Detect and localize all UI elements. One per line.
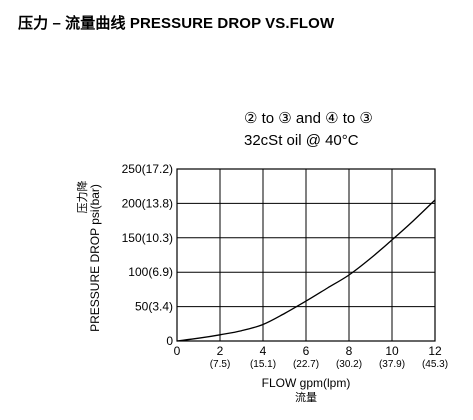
y-tick-label: 50(3.4) — [135, 300, 173, 314]
x-tick-label: 4 — [260, 344, 267, 358]
x-tick-sublabel: (22.7) — [293, 359, 319, 370]
chart-grid — [176, 168, 436, 342]
y-tick-label: 250(17.2) — [122, 162, 173, 176]
x-tick-sublabel: (45.3) — [422, 359, 448, 370]
x-tick-sublabel: (37.9) — [379, 359, 405, 370]
x-tick-label: 12 — [428, 344, 442, 358]
y-tick-label: 0 — [166, 334, 173, 348]
x-tick-sublabel: (7.5) — [210, 359, 231, 370]
page-title: 压力 – 流量曲线 PRESSURE DROP VS.FLOW — [18, 15, 335, 32]
chart-annotation-oil: 32cSt oil @ 40°C — [244, 132, 359, 149]
series-line — [176, 199, 436, 342]
x-tick-sublabel: (30.2) — [336, 359, 362, 370]
y-tick-label: 100(6.9) — [128, 265, 173, 279]
x-tick-label: 10 — [385, 344, 399, 358]
y-tick-label: 150(10.3) — [122, 231, 173, 245]
y-tick-labels: 0 50(3.4) 100(6.9) 150(10.3) 200(13.8) 250(17… — [122, 162, 174, 348]
x-tick-label: 2 — [217, 344, 224, 358]
chart-annotation-ports: ② to ③ and ④ to ③ — [244, 110, 373, 127]
y-axis-label-cn: 压力降 — [75, 181, 89, 214]
y-tick-label: 200(13.8) — [122, 196, 173, 210]
x-axis-label: FLOW gpm(lpm) — [262, 376, 351, 390]
x-tick-labels: 0 2(7.5) 4(15.1) 6(22.7) 8(30.2) 10(37.9) 12(4… — [174, 344, 448, 370]
x-tick-label: 0 — [174, 344, 181, 358]
pressure-drop-curve — [176, 199, 436, 342]
y-axis-label: PRESSURE DROP psi(bar) — [88, 184, 102, 332]
x-tick-sublabel: (15.1) — [250, 359, 276, 370]
x-tick-label: 8 — [346, 344, 353, 358]
x-tick-label: 6 — [303, 344, 310, 358]
plot-frame — [176, 168, 436, 342]
x-axis-label-cn: 流量 — [295, 390, 317, 404]
